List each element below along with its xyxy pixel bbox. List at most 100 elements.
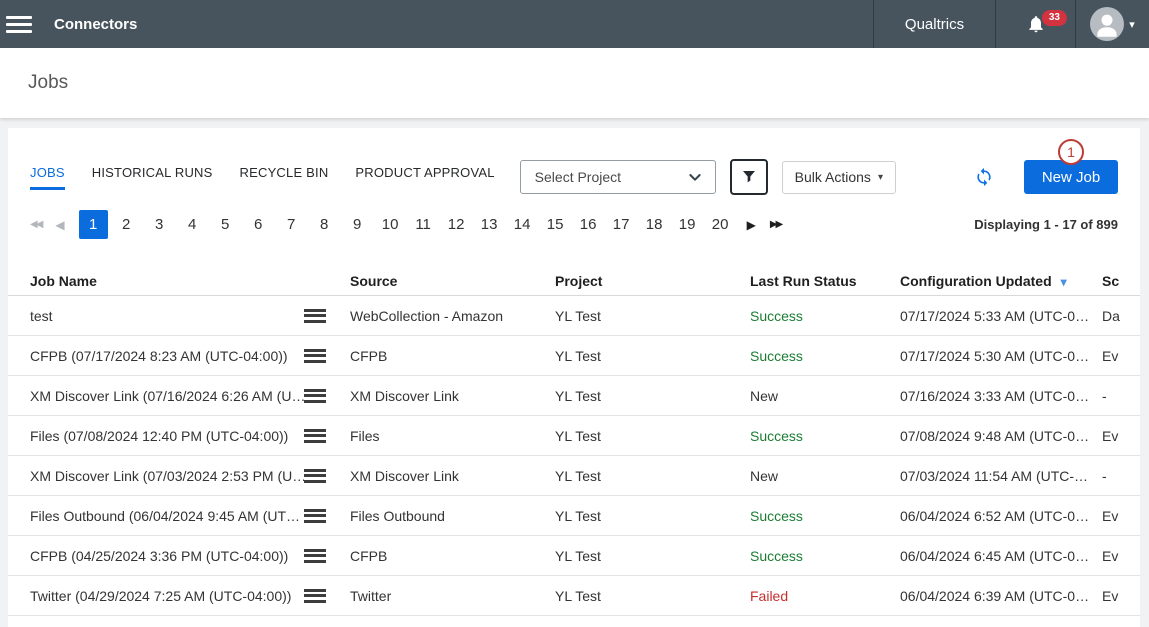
page-title: Jobs (28, 72, 69, 93)
status-cell: Success (750, 507, 803, 524)
page-button[interactable]: 20 (711, 216, 729, 233)
table-body: test WebCollection - Amazon YL Test Success… (8, 296, 1140, 616)
page-button[interactable]: 9 (352, 216, 362, 233)
controls-row: JOBS HISTORICAL RUNS RECYCLE BIN PRODUCT… (8, 139, 1140, 195)
row-menu-icon[interactable] (304, 586, 326, 605)
row-menu-cell (304, 306, 350, 325)
page-header: Jobs (0, 48, 1149, 118)
column-last-run-status[interactable]: Last Run Status (750, 272, 857, 289)
schedule-cell: Ev (1102, 347, 1119, 364)
project-select-value: Select Project (534, 169, 622, 185)
page-button[interactable]: 15 (546, 216, 564, 233)
schedule-cell: Ev (1102, 427, 1119, 444)
column-schedule[interactable]: Sc (1102, 272, 1120, 289)
page-button[interactable]: 1 (78, 210, 108, 239)
project-cell: YL Test (555, 347, 601, 364)
hamburger-menu-icon[interactable] (6, 12, 32, 37)
first-page-button[interactable]: ◀◀ (30, 219, 43, 230)
prev-page-button[interactable]: ◀ (55, 217, 65, 232)
tab-historical-runs[interactable]: HISTORICAL RUNS (91, 164, 213, 180)
table-row[interactable]: Files Outbound (06/04/2024 9:45 AM (UT… F… (8, 496, 1140, 536)
column-source[interactable]: Source (350, 272, 398, 289)
row-menu-icon[interactable] (304, 426, 326, 445)
page-button[interactable]: 5 (220, 216, 230, 233)
chevron-down-icon (689, 174, 701, 181)
table-row[interactable]: Files (07/08/2024 12:40 PM (UTC-04:00)) F… (8, 416, 1140, 456)
tab-bar: JOBS HISTORICAL RUNS RECYCLE BIN PRODUCT… (30, 165, 495, 190)
next-page-button[interactable]: ▶ (746, 217, 756, 232)
job-name-cell: XM Discover Link (07/03/2024 2:53 PM (U… (30, 467, 304, 484)
status-cell: Success (750, 347, 803, 364)
row-menu-cell (304, 506, 350, 525)
page-button[interactable]: 14 (513, 216, 531, 233)
schedule-cell: Ev (1102, 547, 1119, 564)
notification-count-badge: 33 (1041, 10, 1067, 26)
project-cell: YL Test (555, 427, 601, 444)
row-menu-icon[interactable] (304, 346, 326, 365)
job-name-cell: test (30, 307, 53, 324)
source-cell: Twitter (350, 587, 392, 604)
column-configuration-updated-label: Configuration Updated (900, 272, 1052, 289)
page-button[interactable]: 13 (480, 216, 498, 233)
page-button[interactable]: 18 (645, 216, 663, 233)
refresh-icon[interactable] (974, 167, 994, 187)
row-menu-cell (304, 546, 350, 565)
table-header: Job Name Source Project Last Run Status … (8, 266, 1140, 296)
page-button[interactable]: 19 (678, 216, 696, 233)
row-menu-icon[interactable] (304, 546, 326, 565)
source-cell: CFPB (350, 547, 388, 564)
last-page-button[interactable]: ▶▶ (769, 219, 783, 230)
project-cell: YL Test (555, 587, 601, 604)
table-row[interactable]: Twitter (04/29/2024 7:25 AM (UTC-04:00))… (8, 576, 1140, 616)
tab-jobs[interactable]: JOBS (30, 165, 65, 190)
filter-button[interactable] (729, 159, 768, 195)
table-row[interactable]: CFPB (04/25/2024 3:36 PM (UTC-04:00)) CFP… (8, 536, 1140, 576)
table-row[interactable]: CFPB (07/17/2024 8:23 AM (UTC-04:00)) CFP… (8, 336, 1140, 376)
status-cell: New (750, 387, 779, 404)
page-button[interactable]: 17 (612, 216, 630, 233)
page-button[interactable]: 11 (415, 216, 431, 233)
jobs-panel: JOBS HISTORICAL RUNS RECYCLE BIN PRODUCT… (8, 128, 1140, 627)
row-menu-icon[interactable] (304, 386, 326, 405)
page-button[interactable]: 8 (319, 216, 329, 233)
column-project[interactable]: Project (555, 272, 603, 289)
config-updated-cell: 07/16/2024 3:33 AM (UTC-0… (900, 387, 1090, 404)
brand-menu[interactable]: Qualtrics (873, 0, 995, 48)
new-job-button[interactable]: New Job (1024, 160, 1118, 194)
notifications-button[interactable]: 33 (995, 0, 1075, 48)
job-name-cell: Files (07/08/2024 12:40 PM (UTC-04:00)) (30, 427, 289, 444)
caret-down-icon: ▾ (877, 171, 883, 183)
row-menu-icon[interactable] (304, 466, 326, 485)
source-cell: Files Outbound (350, 507, 445, 524)
page-button[interactable]: 4 (187, 216, 197, 233)
page-button[interactable]: 2 (121, 216, 131, 233)
bulk-actions-button[interactable]: Bulk Actions ▾ (781, 160, 896, 194)
account-menu[interactable]: ▾ (1075, 0, 1149, 48)
table-row[interactable]: XM Discover Link (07/16/2024 6:26 AM (U…… (8, 376, 1140, 416)
status-cell: Success (750, 547, 803, 564)
page-button[interactable]: 3 (154, 216, 164, 233)
row-menu-icon[interactable] (304, 306, 326, 325)
schedule-cell: Ev (1102, 587, 1119, 604)
table-row[interactable]: XM Discover Link (07/03/2024 2:53 PM (U…… (8, 456, 1140, 496)
tab-recycle-bin[interactable]: RECYCLE BIN (239, 164, 329, 180)
pagination-pages: 1 2 3 4 5 6 7 8 9 10 11 12 13 14 15 16 17 18 19 20 (78, 210, 739, 239)
page-button[interactable]: 6 (253, 216, 263, 233)
page-button[interactable]: 16 (579, 216, 597, 233)
source-cell: XM Discover Link (350, 467, 459, 484)
column-configuration-updated[interactable]: Configuration Updated ▾ (900, 273, 1102, 289)
config-updated-cell: 06/04/2024 6:39 AM (UTC-0… (900, 587, 1090, 604)
schedule-cell: Ev (1102, 507, 1119, 524)
page-button[interactable]: 12 (447, 216, 465, 233)
page-button[interactable]: 7 (286, 216, 296, 233)
table-row[interactable]: test WebCollection - Amazon YL Test Success… (8, 296, 1140, 336)
project-cell: YL Test (555, 467, 601, 484)
project-select[interactable]: Select Project (519, 160, 716, 194)
project-cell: YL Test (555, 547, 601, 564)
column-job-name[interactable]: Job Name (30, 272, 97, 289)
config-updated-cell: 07/17/2024 5:30 AM (UTC-0… (900, 347, 1090, 364)
tab-product-approval[interactable]: PRODUCT APPROVAL (355, 164, 495, 180)
row-menu-icon[interactable] (304, 506, 326, 525)
row-menu-cell (304, 386, 350, 405)
page-button[interactable]: 10 (381, 216, 399, 233)
